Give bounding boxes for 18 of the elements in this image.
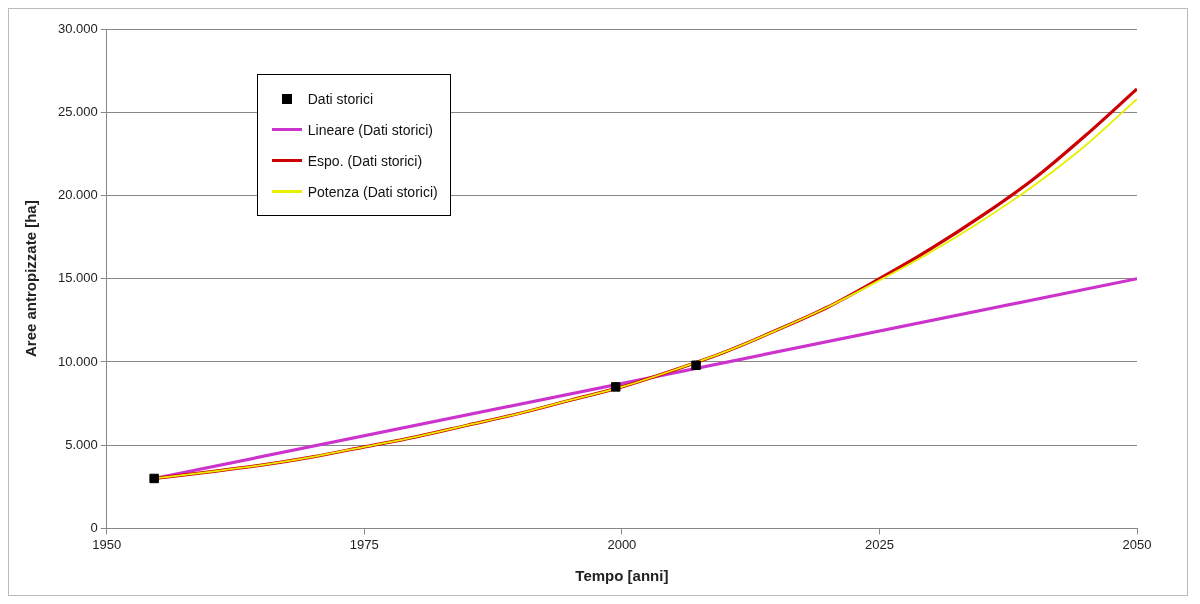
y-tick-label: 20.000 [58, 187, 98, 203]
y-tick-label: 5.000 [65, 436, 98, 452]
legend-label: Potenza (Dati storici) [307, 183, 438, 200]
y-tick-label: 30.000 [58, 20, 98, 36]
legend-label: Dati storici [307, 90, 374, 107]
legend-label: Lineare (Dati storici) [307, 121, 434, 138]
x-tick-label: 1950 [92, 536, 122, 552]
x-tick-label: 2025 [864, 536, 894, 552]
y-axis-title: Aree antropizzate [ha] [22, 200, 40, 358]
legend-label: Espo. (Dati storici) [307, 152, 423, 169]
y-tick-label: 25.000 [58, 103, 98, 119]
y-tick-label: 0 [90, 519, 98, 535]
x-tick-label: 2000 [607, 536, 637, 552]
x-tick-label: 1975 [349, 536, 379, 552]
y-tick-label: 10.000 [58, 353, 98, 369]
x-axis-title: Tempo [anni] [575, 567, 669, 585]
x-tick-label: 2050 [1122, 536, 1152, 552]
y-tick-label: 15.000 [58, 270, 98, 286]
